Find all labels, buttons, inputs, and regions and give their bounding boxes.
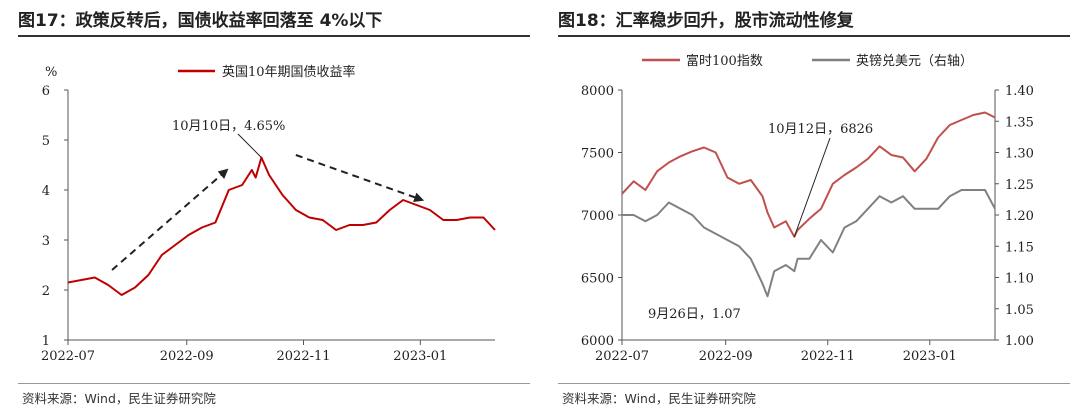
y-tick-label: 2 <box>42 284 50 299</box>
y-left-tick-label: 6000 <box>581 334 614 349</box>
y-tick-label: 5 <box>42 134 50 149</box>
x-tick-label: 2022-07 <box>595 349 649 364</box>
y-right-tick-label: 1.40 <box>1005 84 1034 99</box>
chart-panel-ftse-gbp: 图18：汇率稳步回升，股市流动性修复 6000 6500 7000 7500 8000 1… <box>540 0 1080 414</box>
figure-title: 图18：汇率稳步回升，股市流动性修复 <box>558 11 854 31</box>
x-tick-label: 2022-11 <box>801 349 855 364</box>
y-right-tick-label: 1.25 <box>1005 178 1034 193</box>
annotation-gbp-low-label: 9月26日，1.07 <box>648 307 741 322</box>
x-tick-label: 2023-01 <box>903 349 957 364</box>
y-right-tick-label: 1.00 <box>1005 334 1034 349</box>
footer-divider <box>18 383 530 384</box>
y-right-tick-label: 1.30 <box>1005 147 1034 162</box>
chart-panel-uk-gilt: 图17：政策反转后，国债收益率回落至 4%以下 1 2 3 4 5 6% 2022-07 20… <box>18 11 530 406</box>
y-tick-label: 1 <box>42 334 50 349</box>
figure-title: 图17：政策反转后，国债收益率回落至 4%以下 <box>18 11 383 31</box>
x-tick-label: 2023-01 <box>393 349 447 364</box>
annotation-ftse-low-label: 10月12日，6826 <box>768 122 873 137</box>
x-tick-label: 2022-07 <box>41 349 95 364</box>
y-right-tick-label: 1.20 <box>1005 209 1034 224</box>
source-note: 资料来源：Wind，民生证券研究院 <box>562 391 756 406</box>
y-left-tick-label: 7500 <box>581 147 614 162</box>
x-tick-label: 2022-09 <box>699 349 753 364</box>
annotation-leader-line <box>793 137 831 237</box>
gilt-yield-chart: 1 2 3 4 5 6% 2022-07 2022-09 2022-11 2023-01 英国10年… <box>41 64 496 364</box>
ftse-gbpusd-chart: 6000 6500 7000 7500 8000 1.00 1.05 1.10 1.15 1.20… <box>581 53 1034 364</box>
series-line-gbpusd <box>622 189 996 298</box>
legend-label-gbpusd: 英镑兑美元（右轴） <box>856 53 973 69</box>
y-left-tick-label: 7000 <box>581 209 614 224</box>
y-left-tick-label: 8000 <box>581 84 614 99</box>
x-tick-label: 2022-11 <box>277 349 331 364</box>
y-right-tick-label: 1.10 <box>1005 272 1034 287</box>
y-tick-label: 6 <box>42 84 50 99</box>
y-left-tick-label: 6500 <box>581 272 614 287</box>
y-tick-label: 4 <box>42 184 50 199</box>
y-right-tick-label: 1.15 <box>1005 240 1034 255</box>
footer-divider <box>558 383 1070 384</box>
x-tick-label: 2022-09 <box>160 349 214 364</box>
y-unit-label: % <box>45 65 57 80</box>
trend-arrow-up <box>111 168 229 271</box>
source-note: 资料来源：Wind，民生证券研究院 <box>22 391 216 406</box>
series-line-gilt-yield <box>67 156 496 296</box>
title-divider <box>18 35 530 37</box>
y-right-tick-label: 1.05 <box>1005 303 1034 318</box>
legend-label-ftse: 富时100指数 <box>686 53 763 69</box>
series-line-ftse100 <box>621 111 996 238</box>
trend-arrow-down <box>295 154 425 203</box>
legend-label: 英国10年期国债收益率 <box>222 64 356 80</box>
title-divider <box>558 35 1070 37</box>
y-tick-label: 3 <box>42 234 50 249</box>
annotation-leader-line <box>237 133 262 158</box>
annotation-peak-label: 10月10日，4.65% <box>172 119 285 134</box>
y-right-tick-label: 1.35 <box>1005 115 1034 130</box>
